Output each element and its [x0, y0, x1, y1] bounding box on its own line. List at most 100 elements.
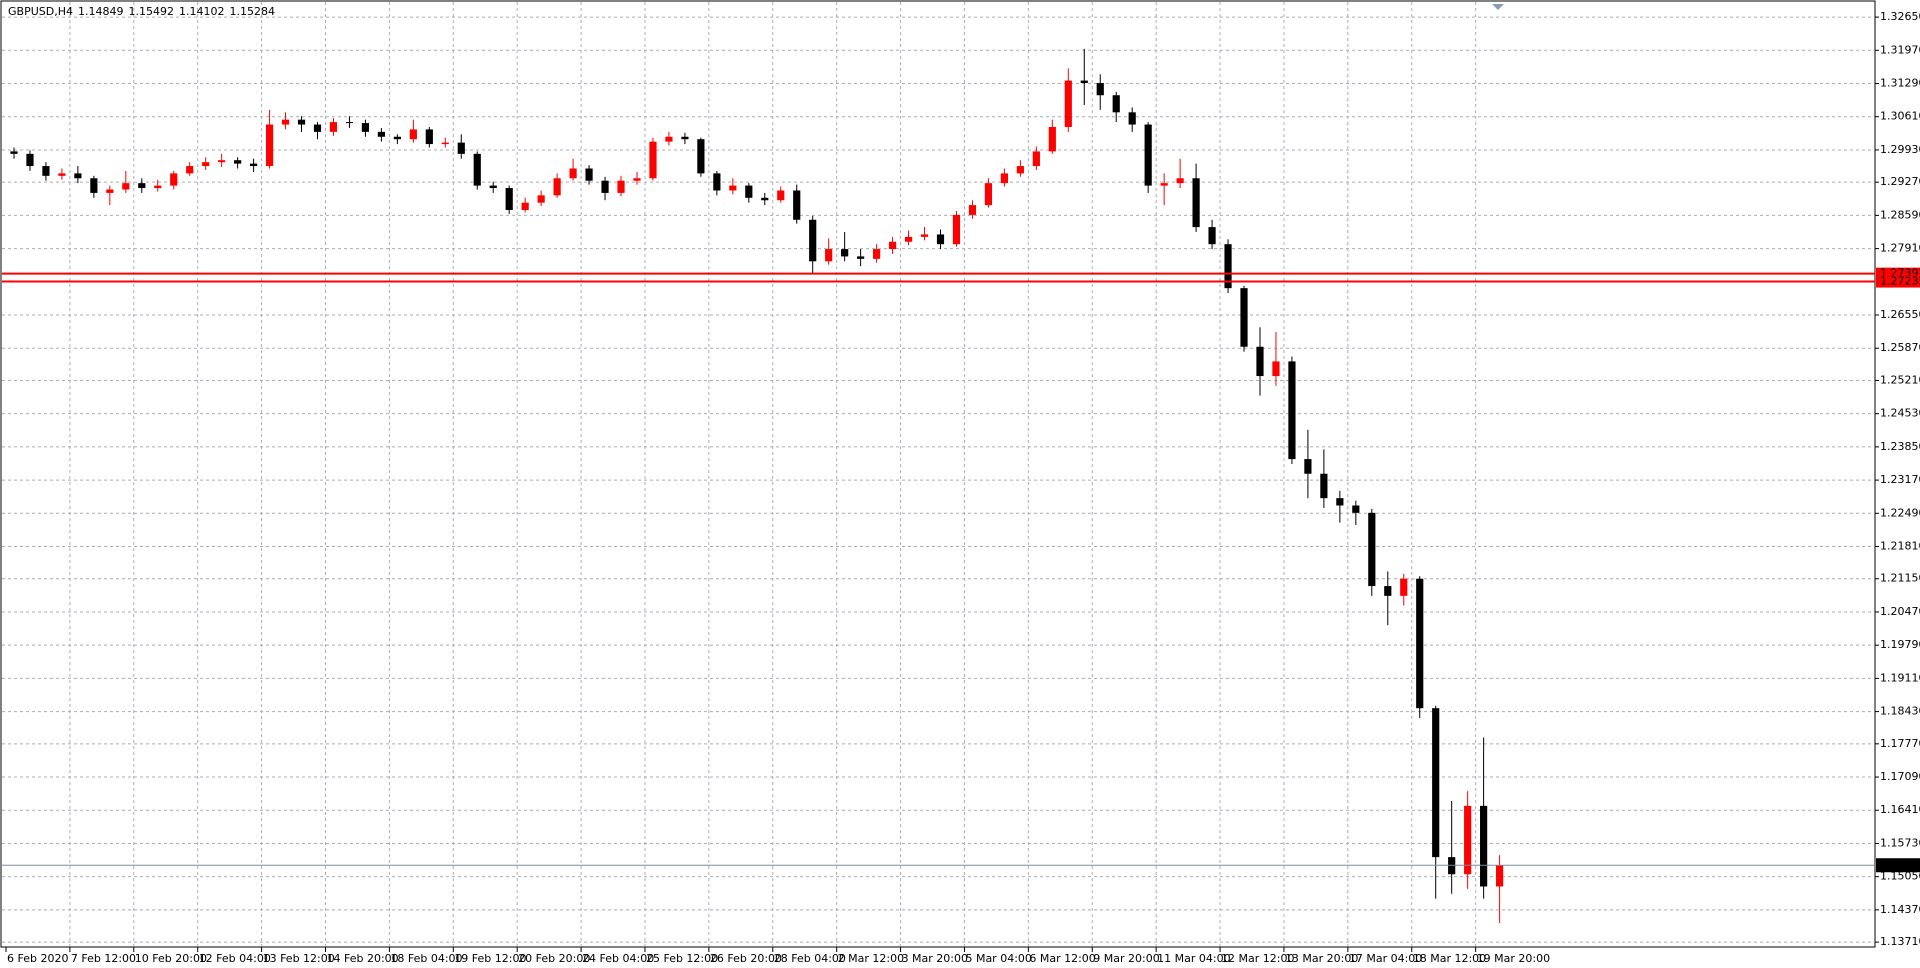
x-tick-label: 6 Mar 12:00: [1029, 952, 1095, 965]
candle-body: [729, 185, 737, 191]
y-tick-label: 1.14370: [1880, 903, 1920, 916]
candle-body: [601, 180, 609, 193]
x-tick-label: 13 Mar 20:00: [1285, 952, 1358, 965]
candle-body: [1160, 183, 1168, 186]
candle-body: [665, 136, 673, 142]
candle-body: [1032, 151, 1040, 167]
candle-body: [505, 188, 513, 211]
x-tick-label: 10 Feb 20:00: [135, 952, 207, 965]
y-tick-label: 1.25870: [1880, 341, 1920, 354]
level-label: 1.27235: [1880, 275, 1920, 288]
x-tick-label: 12 Feb 04:00: [199, 952, 271, 965]
x-tick-label: 17 Mar 04:00: [1349, 952, 1422, 965]
shift-marker[interactable]: [1492, 4, 1504, 10]
candle-body: [745, 185, 753, 198]
x-tick-label: 28 Feb 04:00: [774, 952, 846, 965]
y-tick-label: 1.22490: [1880, 506, 1920, 519]
y-tick-label: 1.26550: [1880, 308, 1920, 321]
open: 1.14849: [77, 5, 124, 18]
y-tick-label: 1.23850: [1880, 440, 1920, 453]
y-tick-label: 1.21810: [1880, 540, 1920, 553]
candle-body: [409, 129, 417, 140]
candle-body: [857, 256, 865, 259]
y-tick-label: 1.31290: [1880, 77, 1920, 90]
y-tick-label: 1.15050: [1880, 870, 1920, 883]
candle-body: [441, 142, 449, 145]
candle-body: [697, 139, 705, 174]
candle-body: [90, 178, 98, 193]
x-tick-label: 24 Feb 04:00: [582, 952, 654, 965]
candle-body: [1272, 361, 1280, 377]
candle-body: [681, 136, 689, 140]
candle-body: [281, 119, 290, 125]
y-tick-label: 1.21150: [1880, 572, 1920, 585]
candle-body: [234, 160, 242, 164]
candle-body: [154, 185, 162, 189]
level-label-box: [1876, 275, 1920, 288]
candle-body: [521, 202, 529, 211]
candle-body: [1128, 112, 1136, 125]
candle-body: [1288, 361, 1296, 460]
candle-body: [393, 136, 401, 140]
candle-body: [377, 131, 385, 137]
candle-body: [1000, 173, 1008, 184]
candle-body: [1304, 459, 1312, 474]
candle-body: [649, 141, 657, 179]
candle-body: [841, 249, 849, 257]
y-tick-label: 1.13710: [1880, 935, 1920, 948]
candle-body: [825, 249, 833, 262]
candle-body: [1384, 586, 1392, 596]
y-tick-label: 1.23170: [1880, 473, 1920, 486]
candle-body: [1416, 578, 1424, 709]
y-tick-label: 1.18430: [1880, 705, 1920, 718]
x-tick-label: 12 Mar 12:00: [1221, 952, 1294, 965]
high: 1.15492: [128, 5, 174, 18]
candle-body: [920, 234, 929, 237]
candle-body: [202, 162, 210, 167]
candle-body: [1048, 126, 1056, 152]
y-tick-label: 1.19110: [1880, 671, 1920, 684]
chart-header: GBPUSD,H4 1.14849 1.15492 1.14102 1.15284: [8, 5, 280, 18]
candle-body: [1240, 288, 1248, 347]
candle-body: [1224, 244, 1232, 289]
candle-body: [1192, 178, 1200, 228]
candle-body: [345, 122, 354, 124]
x-tick-label: 19 Feb 12:00: [454, 952, 526, 965]
candle-body: [1096, 83, 1104, 96]
candle-body: [58, 173, 66, 176]
candle-body: [873, 249, 881, 259]
candle-body: [313, 124, 322, 132]
y-tick-label: 1.28590: [1880, 208, 1920, 221]
candle-body: [1256, 346, 1264, 377]
x-tick-label: 20 Feb 20:00: [518, 952, 590, 965]
candle-body: [1112, 95, 1120, 113]
candle-body: [952, 214, 961, 245]
candle-body: [633, 178, 641, 181]
x-tick-label: 3 Mar 20:00: [902, 952, 968, 965]
x-tick-label: 11 Mar 04:00: [1157, 952, 1230, 965]
candle-body: [106, 189, 114, 193]
y-tick-label: 1.16410: [1880, 803, 1920, 816]
candle-body: [1400, 578, 1408, 596]
candle-body: [473, 153, 481, 186]
candle-body: [537, 195, 545, 203]
candle-body: [1176, 178, 1184, 184]
x-tick-label: 6 Feb 2020: [7, 952, 68, 965]
x-tick-label: 5 Mar 04:00: [965, 952, 1031, 965]
x-tick-label: 18 Mar 12:00: [1413, 952, 1486, 965]
candle-body: [1320, 473, 1328, 499]
candle-body: [1432, 708, 1440, 858]
y-tick-label: 1.29270: [1880, 175, 1920, 188]
candle-body: [569, 168, 577, 179]
candle-body: [713, 173, 721, 191]
y-tick-label: 1.25210: [1880, 373, 1920, 386]
candle-body: [250, 163, 258, 167]
candle-body: [42, 166, 50, 176]
y-tick-label: 1.19790: [1880, 638, 1920, 651]
candle-body: [297, 119, 306, 125]
x-tick-label: 19 Mar 20:00: [1477, 952, 1550, 965]
candle-body: [1368, 512, 1376, 587]
candle-body: [170, 173, 178, 186]
candle-body: [1352, 505, 1360, 513]
